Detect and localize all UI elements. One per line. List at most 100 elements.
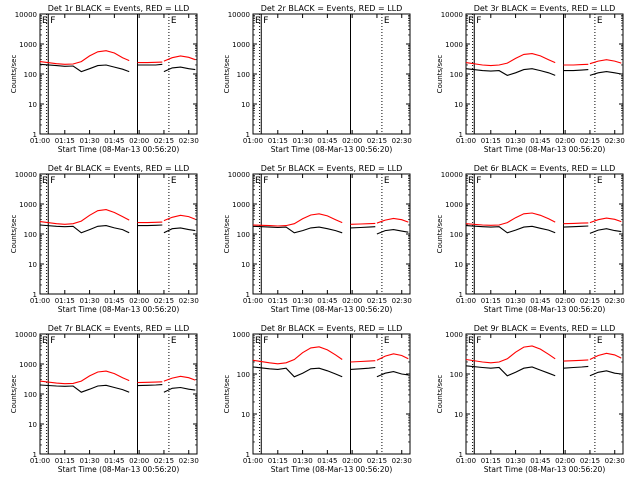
panel-5-ytick-label: 10	[241, 261, 250, 269]
panel-6-ylabel: Counts/sec	[436, 215, 444, 254]
panel-2-xtick-label: 01:45	[317, 137, 337, 145]
panel-1-ylabel: Counts/sec	[10, 55, 18, 94]
panel-3-xtick-label: 01:30	[505, 137, 525, 145]
panel-7-flag-letter: F	[50, 336, 55, 346]
panel-8-xtick-label: 01:15	[268, 457, 288, 465]
panel-1-ytick-label: 100	[24, 71, 37, 79]
panel-9-series-red	[589, 352, 622, 360]
panel-2-ytick-label: 100	[237, 71, 250, 79]
panel-1-xtick-label: 01:00	[30, 137, 50, 145]
panel-7-series-red	[137, 381, 163, 384]
panel-3-xlabel: Start Time (08-Mar-13 00:56:20)	[484, 145, 606, 154]
panel-8-flag-letter: F	[263, 336, 268, 346]
panel-7-flag-letter: E	[42, 336, 48, 346]
panel-4-flag-letter: E	[171, 176, 177, 186]
panel-1-series-red	[39, 50, 130, 65]
panel-6-series-red	[563, 222, 589, 225]
panel-6-series-red	[589, 217, 622, 224]
panel-2-xtick-label: 02:30	[392, 137, 412, 145]
panel-2-ytick-label: 10	[241, 101, 250, 109]
panel-8-xtick-label: 02:30	[392, 457, 412, 465]
panel-3-flag-letter: E	[468, 16, 474, 26]
panel-1-series-black	[39, 63, 130, 73]
panel-7-xtick-label: 02:00	[129, 457, 149, 465]
panel-7-series-black	[163, 386, 196, 393]
panel-9-flag-letter: F	[476, 336, 481, 346]
panel-7-series-black	[137, 384, 163, 387]
panel-4-series-red	[137, 221, 163, 224]
panel-1-xtick-label: 02:30	[179, 137, 199, 145]
panel-1-frame	[39, 13, 198, 135]
panel-5-xtick-label: 02:15	[367, 297, 387, 305]
panel-8-ytick-label: 10	[241, 411, 250, 419]
panel-4-ytick-label: 10	[28, 261, 37, 269]
panel-5-frame	[252, 173, 411, 295]
panel-5-ytick-label: 1000	[232, 201, 250, 209]
panel-1-xlabel: Start Time (08-Mar-13 00:56:20)	[58, 145, 180, 154]
panel-3-flag-letter: F	[476, 16, 481, 26]
panel-1-xtick-label: 01:15	[55, 137, 75, 145]
panel-4-ylabel: Counts/sec	[10, 215, 18, 254]
panel-6-frame	[465, 173, 624, 295]
panel-8-ytick-label: 100	[237, 371, 250, 379]
panel-2-ytick-label: 1000	[232, 41, 250, 49]
panel-4-flag-letter: E	[42, 176, 48, 186]
panel-1-flag-letter: E	[42, 16, 48, 26]
panel-4-xtick-label: 01:00	[30, 297, 50, 305]
panel-7-ytick-label: 1	[33, 451, 37, 459]
panel-4-series-red	[39, 209, 130, 225]
panel-9-frame	[465, 333, 624, 455]
panel-3-xtick-label: 01:00	[456, 137, 476, 145]
panel-5-flag-letter: E	[384, 176, 390, 186]
panel-5-ytick-label: 100	[237, 231, 250, 239]
panel-5-series-black	[350, 226, 376, 229]
panel-7-xtick-label: 02:15	[154, 457, 174, 465]
panel-5-title: Det 5r BLACK = Events, RED = LLD	[261, 164, 403, 173]
panel-1-series-red	[163, 55, 196, 62]
panel-6-xtick-label: 02:00	[555, 297, 575, 305]
panel-8-xtick-label: 01:45	[317, 457, 337, 465]
panel-5-series-red	[350, 222, 376, 225]
panel-5-series-black	[376, 229, 409, 235]
panel-7-ytick-label: 10	[28, 421, 37, 429]
panel-9-series-red	[465, 345, 556, 364]
panel-9-flag-letter: E	[597, 336, 603, 346]
panel-4-series-black	[163, 227, 196, 234]
panel-9-series-black	[563, 365, 589, 369]
panel-1-series-black	[163, 66, 196, 73]
panel-1-title: Det 1r BLACK = Events, RED = LLD	[48, 4, 190, 13]
panel-9-ytick-label: 100	[450, 371, 463, 379]
panel-4-frame	[39, 173, 198, 295]
panel-1-ytick-label: 1000	[19, 41, 37, 49]
panel-4-xlabel: Start Time (08-Mar-13 00:56:20)	[58, 305, 180, 314]
panel-6-xtick-label: 01:00	[456, 297, 476, 305]
panel-6-ytick-label: 1000	[445, 201, 463, 209]
panel-4-xtick-label: 01:30	[79, 297, 99, 305]
panel-5-ylabel: Counts/sec	[223, 215, 231, 254]
panel-9-xlabel: Start Time (08-Mar-13 00:56:20)	[484, 465, 606, 474]
panel-4-xtick-label: 02:00	[129, 297, 149, 305]
panel-6-ytick-label: 10000	[441, 171, 463, 179]
panel-6-flag-letter: E	[468, 176, 474, 186]
panel-8-xtick-label: 02:00	[342, 457, 362, 465]
panel-9-series-black	[465, 365, 556, 377]
panel-2-xtick-label: 02:15	[367, 137, 387, 145]
panel-3-series-black	[563, 69, 589, 72]
panel-1-ytick-label: 10	[28, 101, 37, 109]
panel-1-xtick-label: 01:30	[79, 137, 99, 145]
panel-1-xtick-label: 02:00	[129, 137, 149, 145]
panel-3-xtick-label: 02:30	[605, 137, 625, 145]
panel-8-ytick-label: 1000	[232, 331, 250, 339]
panel-3-ylabel: Counts/sec	[436, 55, 444, 94]
panel-6-xlabel: Start Time (08-Mar-13 00:56:20)	[484, 305, 606, 314]
panel-9-xtick-label: 01:15	[481, 457, 501, 465]
panel-8-title: Det 8r BLACK = Events, RED = LLD	[261, 324, 403, 333]
panel-2-xtick-label: 01:15	[268, 137, 288, 145]
panel-6-ytick-label: 1	[459, 291, 463, 299]
panel-4-xtick-label: 01:45	[104, 297, 124, 305]
panel-4-title: Det 4r BLACK = Events, RED = LLD	[48, 164, 190, 173]
panel-6-series-black	[589, 228, 622, 234]
panel-6-xtick-label: 01:30	[505, 297, 525, 305]
panel-4-series-black	[39, 224, 130, 234]
